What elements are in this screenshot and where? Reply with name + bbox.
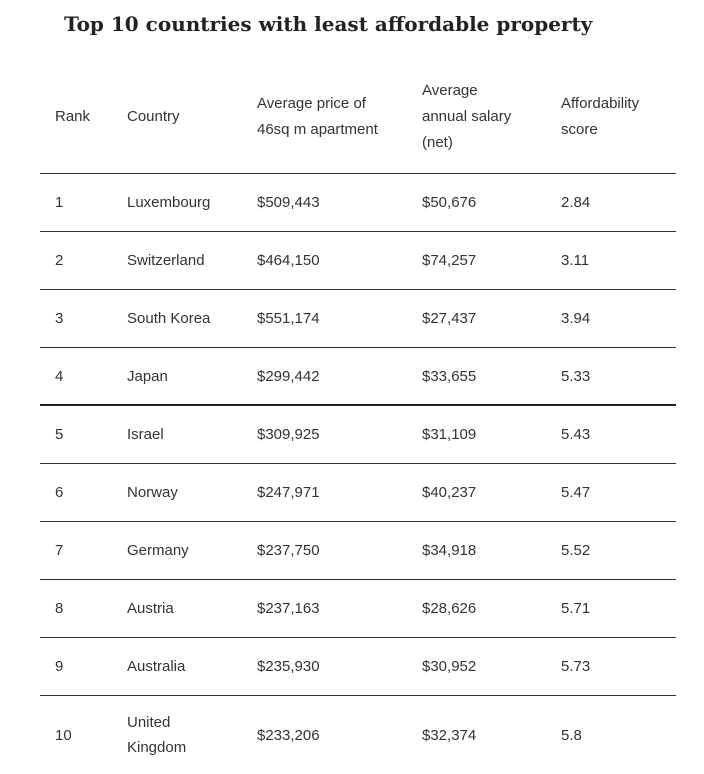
- cell-country: Luxembourg: [127, 194, 211, 211]
- cell-salary: $30,952: [422, 658, 477, 675]
- table-row: 4 Japan $299,442 $33,655 5.33: [40, 348, 676, 406]
- cell-score: 3.94: [561, 310, 591, 327]
- header-average-price-line-2: 46sq m apartment: [257, 120, 378, 138]
- header-affordability-score-line-2: score: [561, 120, 598, 138]
- cell-country-line-2: Kingdom: [127, 739, 187, 756]
- cell-country: Switzerland: [127, 252, 205, 269]
- cell-country: Austria: [127, 600, 174, 617]
- cell-rank: 4: [55, 367, 64, 385]
- cell-score: 5.33: [561, 367, 591, 385]
- table-row: 10 United Kingdom $233,206 $32,374 5.8: [40, 696, 676, 774]
- cell-rank: 9: [55, 658, 64, 675]
- header-affordability-score-line-1: Affordability: [561, 94, 640, 112]
- header-average-price-line-1: Average price of: [257, 94, 366, 112]
- cell-score: 5.52: [561, 542, 591, 559]
- cell-price: $309,925: [257, 426, 320, 443]
- table-row: 1 Luxembourg $509,443 $50,676 2.84: [40, 174, 676, 232]
- cell-salary: $33,655: [422, 367, 477, 385]
- header-average-price: Average price of 46sq m apartment: [242, 91, 407, 143]
- cell-price: $299,442: [257, 367, 320, 385]
- cell-score: 5.73: [561, 658, 591, 675]
- cell-price: $551,174: [257, 310, 320, 327]
- cell-score: 2.84: [561, 194, 591, 211]
- cell-rank: 7: [55, 542, 64, 559]
- cell-salary: $50,676: [422, 194, 477, 211]
- cell-price: $237,163: [257, 600, 320, 617]
- header-rank: Rank: [55, 107, 91, 125]
- cell-rank: 10: [55, 726, 72, 744]
- cell-country: South Korea: [127, 310, 211, 327]
- cell-salary: $31,109: [422, 426, 477, 443]
- cell-salary: $34,918: [422, 542, 477, 559]
- table-title: Top 10 countries with least affordable p…: [64, 12, 593, 36]
- cell-salary: $32,374: [422, 726, 477, 744]
- cell-salary: $27,437: [422, 310, 477, 327]
- cell-salary: $40,237: [422, 484, 477, 501]
- affordability-table: Rank Country Average price of 46sq m apa…: [40, 60, 676, 774]
- cell-country-line-1: United: [127, 714, 171, 731]
- cell-score: 5.71: [561, 600, 591, 617]
- cell-country: Israel: [127, 426, 164, 443]
- header-average-salary: Average annual salary (net): [407, 78, 546, 156]
- cell-salary: $74,257: [422, 252, 477, 269]
- cell-price: $235,930: [257, 658, 320, 675]
- table-row: 5 Israel $309,925 $31,109 5.43: [40, 406, 676, 464]
- cell-score: 3.11: [561, 252, 590, 269]
- cell-score: 5.43: [561, 426, 591, 443]
- cell-rank: 1: [55, 194, 64, 211]
- cell-price: $464,150: [257, 252, 320, 269]
- table-header-row: Rank Country Average price of 46sq m apa…: [40, 60, 676, 174]
- header-average-salary-line-1: Average: [422, 81, 478, 99]
- cell-score: 5.8: [561, 726, 582, 744]
- cell-salary: $28,626: [422, 600, 477, 617]
- cell-score: 5.47: [561, 484, 591, 501]
- table-row: 3 South Korea $551,174 $27,437 3.94: [40, 290, 676, 348]
- cell-price: $233,206: [257, 726, 320, 744]
- cell-rank: 3: [55, 310, 64, 327]
- cell-rank: 2: [55, 252, 64, 269]
- cell-country: Norway: [127, 484, 178, 501]
- cell-country: Australia: [127, 658, 186, 675]
- cell-country: United Kingdom: [112, 710, 242, 760]
- header-country: Country: [127, 107, 180, 125]
- table-row: 2 Switzerland $464,150 $74,257 3.11: [40, 232, 676, 290]
- cell-rank: 6: [55, 484, 64, 501]
- header-average-salary-line-3: (net): [422, 133, 453, 151]
- cell-price: $509,443: [257, 194, 320, 211]
- cell-country: Germany: [127, 542, 189, 559]
- header-affordability-score: Affordability score: [546, 91, 676, 143]
- cell-country: Japan: [127, 367, 168, 385]
- cell-rank: 8: [55, 600, 64, 617]
- header-average-salary-line-2: annual salary: [422, 107, 512, 125]
- cell-price: $237,750: [257, 542, 320, 559]
- table-row: 9 Australia $235,930 $30,952 5.73: [40, 638, 676, 696]
- table-row: 7 Germany $237,750 $34,918 5.52: [40, 522, 676, 580]
- cell-rank: 5: [55, 426, 64, 443]
- table-row: 6 Norway $247,971 $40,237 5.47: [40, 464, 676, 522]
- table-row: 8 Austria $237,163 $28,626 5.71: [40, 580, 676, 638]
- cell-price: $247,971: [257, 484, 320, 501]
